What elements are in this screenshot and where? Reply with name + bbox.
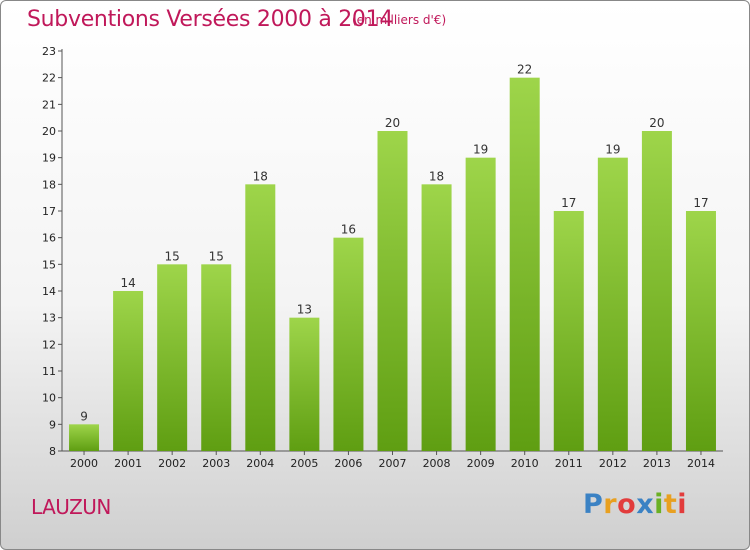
bar [377, 131, 408, 451]
bar-value-label: 15 [209, 249, 224, 263]
logo-letter: o [617, 489, 637, 520]
y-tick-label: 15 [42, 258, 56, 271]
y-tick-label: 21 [42, 98, 56, 111]
logo-letter: x [636, 489, 655, 520]
bar [465, 157, 496, 451]
bar [113, 291, 144, 451]
x-tick-label: 2000 [70, 457, 98, 470]
bar-value-label: 19 [473, 143, 488, 157]
logo-letter: P [583, 489, 604, 520]
y-tick-label: 19 [42, 152, 56, 165]
x-tick-label: 2005 [290, 457, 318, 470]
x-tick-label: 2003 [202, 457, 230, 470]
y-tick-label: 12 [42, 338, 56, 351]
y-tick-label: 23 [42, 45, 56, 58]
x-tick-label: 2011 [555, 457, 583, 470]
x-tick-label: 2010 [511, 457, 539, 470]
y-tick-label: 13 [42, 312, 56, 325]
bar-value-label: 16 [341, 223, 356, 237]
bar-value-label: 19 [605, 143, 620, 157]
bar [289, 317, 320, 451]
y-tick-label: 22 [42, 72, 56, 85]
x-tick-label: 2012 [599, 457, 627, 470]
bar-value-label: 13 [297, 303, 312, 317]
bar [333, 237, 364, 451]
logo-letter: t [663, 489, 678, 520]
bar-value-label: 20 [649, 116, 664, 130]
logo-letter: r [603, 489, 618, 520]
logo-letter: i [654, 489, 664, 520]
bar [69, 424, 100, 451]
x-tick-label: 2004 [246, 457, 274, 470]
x-tick-label: 2002 [158, 457, 186, 470]
x-tick-label: 2006 [334, 457, 362, 470]
bar [685, 211, 716, 451]
y-tick-label: 16 [42, 232, 56, 245]
y-tick-label: 14 [42, 285, 56, 298]
bar [421, 184, 452, 452]
commune-name: LAUZUN [31, 495, 111, 519]
bar-value-label: 9 [80, 409, 88, 423]
bar-value-label: 14 [120, 276, 135, 290]
bar-value-label: 22 [517, 63, 532, 77]
bar-value-label: 18 [253, 169, 268, 183]
bar-value-label: 17 [561, 196, 576, 210]
x-tick-label: 2013 [643, 457, 671, 470]
x-tick-label: 2007 [379, 457, 407, 470]
bar-value-label: 18 [429, 169, 444, 183]
bar-value-label: 15 [165, 249, 180, 263]
y-tick-label: 11 [42, 365, 56, 378]
y-tick-label: 10 [42, 392, 56, 405]
bar [245, 184, 276, 452]
y-tick-label: 18 [42, 178, 56, 191]
x-tick-label: 2008 [423, 457, 451, 470]
y-tick-label: 8 [49, 445, 56, 458]
y-tick-label: 9 [49, 418, 56, 431]
bar [641, 131, 672, 451]
proxiti-logo[interactable]: Proxiti [583, 489, 687, 520]
x-tick-label: 2014 [687, 457, 715, 470]
chart-subtitle: (en milliers d'€) [352, 13, 447, 27]
bar [157, 264, 188, 451]
bar [509, 77, 540, 452]
logo-letter: i [677, 489, 688, 520]
bar-value-label: 20 [385, 116, 400, 130]
bar [553, 211, 584, 451]
y-tick-label: 20 [42, 125, 56, 138]
bar [201, 264, 232, 451]
y-tick-label: 17 [42, 205, 56, 218]
chart-title: Subventions Versées 2000 à 2014 [27, 7, 394, 32]
bar-value-label: 17 [693, 196, 708, 210]
bar [597, 157, 628, 451]
x-tick-label: 2009 [467, 457, 495, 470]
x-tick-label: 2001 [114, 457, 142, 470]
